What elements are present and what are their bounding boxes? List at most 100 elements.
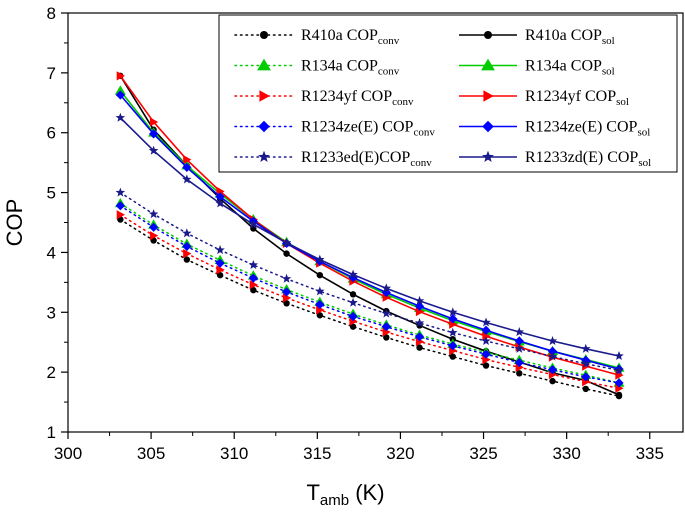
data-point — [281, 237, 292, 247]
data-point — [248, 260, 259, 270]
series-line — [119, 213, 620, 390]
y-tick-label: 4 — [47, 243, 56, 262]
data-point — [581, 372, 591, 382]
y-tick-label: 5 — [47, 184, 56, 203]
data-point — [215, 245, 225, 255]
data-point — [514, 343, 525, 353]
data-point — [149, 117, 159, 127]
y-tick-label: 7 — [47, 64, 56, 83]
data-point — [448, 327, 458, 337]
series-6-conv — [115, 201, 624, 388]
data-point — [581, 358, 591, 368]
x-tick-label: 305 — [137, 444, 165, 463]
data-point — [481, 325, 491, 335]
data-point — [482, 354, 491, 365]
legend-label-main: R134a COP — [525, 58, 602, 75]
data-point — [514, 336, 524, 346]
legend-marker — [482, 150, 494, 163]
legend-label-subscript: conv — [378, 66, 400, 78]
data-point — [382, 327, 391, 337]
data-point — [614, 365, 624, 375]
y-tick-label: 2 — [47, 363, 56, 382]
x-axis-title-subscript: amb — [320, 492, 349, 509]
data-point — [414, 295, 425, 305]
legend-label-main: R1234ze(E) COP — [525, 119, 638, 136]
data-point — [547, 351, 558, 361]
legend-label-main: R1234ze(E) COP — [301, 119, 414, 136]
data-point — [215, 198, 225, 208]
legend-label-main: R134a COP — [301, 58, 378, 75]
data-point — [148, 145, 159, 155]
legend-marker — [482, 120, 494, 133]
data-point — [414, 318, 425, 328]
legend-marker — [260, 31, 268, 39]
data-point — [183, 249, 192, 259]
y-tick-label: 1 — [47, 423, 56, 442]
data-point — [516, 370, 523, 377]
x-tick-label: 300 — [54, 444, 82, 463]
data-point — [149, 231, 159, 241]
legend-label-subscript: conv — [413, 127, 435, 139]
legend-marker — [484, 31, 492, 39]
data-point — [448, 341, 458, 351]
y-tick-label: 3 — [47, 303, 56, 322]
data-point — [282, 293, 292, 303]
data-point — [316, 271, 324, 279]
data-point — [249, 280, 258, 290]
data-point — [549, 377, 556, 385]
series-4-conv — [116, 210, 624, 393]
data-point — [248, 219, 259, 229]
data-point — [547, 346, 558, 356]
legend-label-main: R410a COP — [301, 27, 378, 44]
legend-label-subscript: sol — [602, 66, 615, 78]
x-tick-label: 335 — [636, 444, 664, 463]
legend-marker — [257, 58, 271, 71]
data-point — [283, 300, 290, 307]
data-point — [182, 228, 192, 238]
data-point — [149, 129, 159, 139]
data-point — [381, 283, 392, 293]
legend-label-subscript: conv — [378, 35, 400, 47]
data-point — [582, 385, 589, 393]
legend-label-main: R1233zd(E) COP — [525, 149, 638, 166]
legend-label-subscript: sol — [616, 96, 629, 108]
data-point — [283, 250, 290, 257]
data-point — [615, 391, 623, 399]
x-tick-label: 310 — [220, 444, 248, 463]
data-point — [348, 272, 358, 283]
data-point — [149, 222, 159, 232]
y-axis-title: COP — [2, 199, 27, 247]
series-8-conv — [115, 187, 624, 375]
data-point — [115, 112, 126, 122]
legend-label-subscript: sol — [637, 127, 650, 139]
legend-box — [218, 14, 678, 173]
y-tick-label: 8 — [47, 4, 56, 23]
data-point — [481, 317, 491, 327]
data-point — [315, 254, 325, 264]
data-point — [148, 209, 159, 219]
y-tick-label: 6 — [47, 124, 56, 143]
data-point — [381, 287, 391, 298]
legend-label-main: R1234yf COP — [525, 88, 616, 105]
legend-marker — [258, 150, 270, 163]
data-point — [547, 336, 558, 346]
legend-label: R134a COPconv — [301, 58, 400, 78]
series-2-conv — [114, 197, 625, 387]
legend-label: R1234yf COPconv — [301, 88, 414, 108]
series-9-sol — [115, 112, 624, 361]
data-point — [348, 297, 358, 307]
legend-marker — [483, 90, 494, 102]
data-point — [381, 322, 391, 332]
x-axis-title-unit: (K) — [349, 480, 384, 505]
x-axis-title-main: T — [306, 480, 319, 505]
data-point — [416, 344, 423, 351]
legend-label: R1234yf COPsol — [525, 88, 629, 108]
legend-label: R134a COPsol — [525, 58, 615, 78]
x-tick-label: 325 — [469, 444, 497, 463]
legend-label-subscript: conv — [410, 157, 432, 169]
x-tick-label: 330 — [552, 444, 580, 463]
data-point — [315, 299, 325, 310]
data-point — [448, 307, 458, 317]
data-point — [348, 311, 358, 322]
